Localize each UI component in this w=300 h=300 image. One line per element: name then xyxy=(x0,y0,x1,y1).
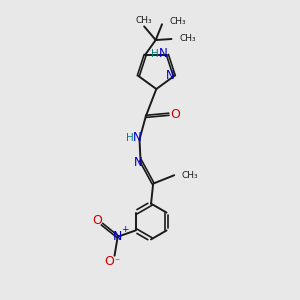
Text: CH₃: CH₃ xyxy=(169,16,186,26)
Text: CH₃: CH₃ xyxy=(182,171,198,180)
Text: N: N xyxy=(113,230,122,243)
Text: H: H xyxy=(126,133,134,143)
Text: O: O xyxy=(92,214,102,227)
Text: N: N xyxy=(134,156,142,169)
Text: CH₃: CH₃ xyxy=(179,34,196,43)
Text: ⁻: ⁻ xyxy=(115,257,120,267)
Text: CH₃: CH₃ xyxy=(136,16,152,25)
Text: O: O xyxy=(170,108,180,121)
Text: N: N xyxy=(133,131,141,144)
Text: N: N xyxy=(166,69,175,82)
Text: O: O xyxy=(104,256,114,268)
Text: N: N xyxy=(158,47,167,60)
Text: H: H xyxy=(151,49,158,59)
Text: +: + xyxy=(121,225,129,234)
